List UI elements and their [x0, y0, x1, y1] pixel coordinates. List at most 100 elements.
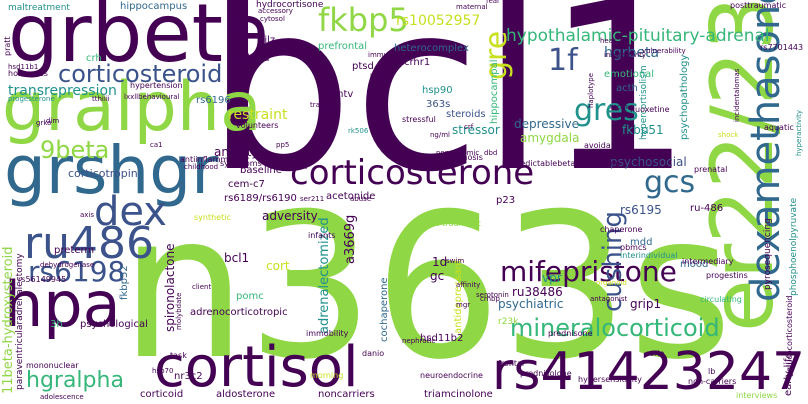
word: maternal: [456, 3, 488, 11]
word: intermediary: [682, 257, 734, 266]
word: antiinflammatory: [180, 155, 250, 164]
word: aldosterone: [216, 389, 276, 400]
word: a3669g: [343, 214, 358, 264]
word: organoid: [596, 279, 627, 287]
word: axis: [80, 211, 95, 219]
word: hormones: [8, 69, 48, 78]
word: circulating: [700, 295, 742, 304]
word: antagonist: [590, 295, 628, 303]
word: mood: [680, 259, 709, 270]
word: hsd11b2: [420, 333, 464, 344]
word: symptoms: [220, 159, 262, 168]
word: crh: [86, 53, 102, 64]
word: grko: [36, 119, 52, 127]
word: progestins: [706, 271, 748, 280]
word: tthiiii: [92, 95, 110, 103]
word: lb: [708, 367, 716, 376]
word: heat: [600, 37, 616, 45]
word: immunophilin: [368, 51, 416, 59]
word: crhr1: [404, 57, 431, 68]
word: molybdate: [175, 292, 183, 330]
word: depressive: [514, 117, 579, 131]
word: mineralocorticoid: [510, 314, 720, 342]
word: rs6196: [196, 95, 231, 106]
word: chaperone: [600, 225, 643, 234]
word: frontal: [498, 359, 525, 368]
word: avoidance: [584, 141, 626, 150]
word: ru-486: [690, 203, 724, 214]
word: hgralpha: [26, 368, 124, 393]
word: amygdala: [520, 131, 580, 145]
word: aquatic: [764, 123, 794, 132]
word: gc: [430, 269, 445, 283]
word: hyperactivity: [795, 109, 803, 156]
word: mononuclear: [26, 361, 79, 370]
word: swim: [446, 257, 465, 265]
word: morning: [310, 371, 344, 380]
word: rk506: [348, 127, 369, 135]
word: r23k: [498, 317, 519, 327]
word: hippocampal: [489, 59, 500, 124]
word: mgr: [456, 301, 471, 309]
word: 363s: [426, 99, 451, 110]
word: hypothalamic-pituitary-adrenal: [506, 26, 770, 46]
word: post-traumatic: [422, 219, 482, 228]
word: pratt: [3, 36, 12, 56]
word: p160: [228, 23, 246, 31]
word: psychosocial: [610, 155, 687, 169]
word: ca1: [150, 141, 163, 149]
word: crhbp: [480, 295, 500, 303]
word: stressful: [402, 115, 436, 124]
word: vulnerability: [642, 47, 686, 55]
word: mmtv: [324, 89, 354, 100]
word: hydrocortisone: [256, 0, 324, 10]
word: psychopathology: [679, 54, 690, 140]
word: haplotype: [587, 72, 595, 108]
word: ptsd: [352, 61, 374, 72]
word: nephrotic: [402, 337, 436, 345]
word: adolescence: [40, 393, 84, 401]
word: prednisone: [548, 329, 593, 338]
word: dehydrogenase: [40, 261, 95, 269]
word: ser211: [300, 195, 325, 203]
word: 9beta: [40, 136, 110, 164]
word: dex: [94, 189, 167, 235]
word: crf: [464, 123, 474, 131]
word: cem-c7: [228, 179, 265, 190]
word: mifepristone: [500, 255, 677, 288]
word: trauma: [310, 101, 336, 109]
word: corticosterone: [290, 153, 535, 193]
word: ru486: [24, 218, 154, 269]
word: adversity: [262, 209, 318, 223]
word: preterm: [54, 245, 95, 256]
word: restraint: [228, 107, 288, 123]
word: adrenocorticotropic: [190, 307, 288, 318]
word: hsp70: [152, 367, 174, 375]
word: interviews: [736, 391, 778, 400]
word: noncarriers: [318, 389, 375, 400]
word: paraventricularadrenalectomy: [15, 253, 25, 390]
word: posttraumatic: [730, 1, 787, 10]
word: bcl1: [224, 251, 250, 265]
word: bdnf: [370, 73, 386, 81]
word: mc2r: [610, 103, 628, 111]
word: gralpha: [2, 68, 262, 147]
word: rs41423247: [492, 342, 806, 402]
word: fear: [486, 0, 500, 5]
word: baseline: [240, 165, 282, 176]
word: pomc: [236, 291, 264, 302]
word: ru38486: [512, 285, 563, 299]
word: 11beta-hydroxysteroid: [1, 246, 16, 394]
word: corticoid: [140, 389, 184, 400]
word: 1f: [548, 43, 578, 78]
word: asthma: [232, 53, 270, 64]
word: pbmcs: [620, 243, 647, 252]
word: acetonide: [326, 191, 376, 202]
word: hgrbeta: [604, 45, 660, 61]
word: ng/ml: [430, 131, 451, 139]
word: cort: [266, 259, 290, 273]
word: triamcinolone: [424, 389, 493, 400]
word: psychosis: [444, 153, 483, 162]
word: synthetic: [194, 213, 231, 222]
